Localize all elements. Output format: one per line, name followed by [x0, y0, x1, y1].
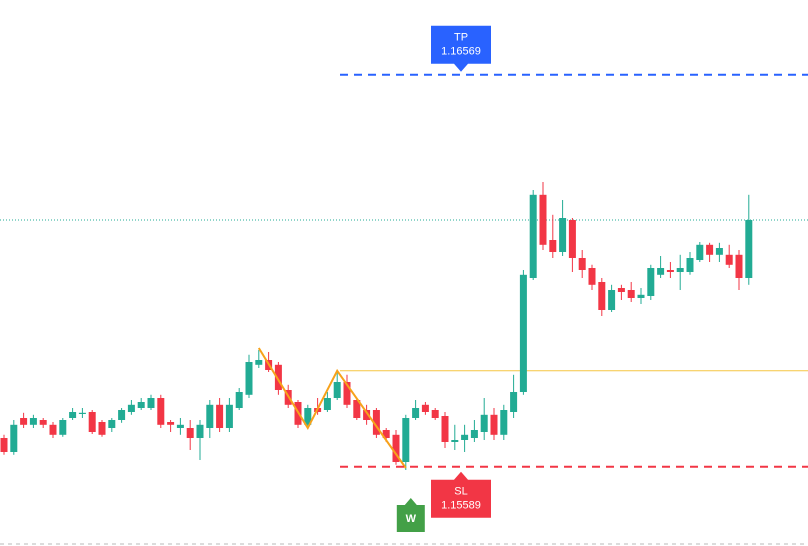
candle-body — [412, 408, 420, 418]
candle-body — [617, 288, 625, 292]
candle-body — [588, 268, 596, 285]
take_profit-value: 1.16569 — [441, 46, 481, 58]
candle-body — [118, 410, 126, 420]
candle-body — [216, 404, 224, 428]
candle-body — [529, 194, 537, 278]
candle-body — [666, 270, 674, 272]
candle-body — [333, 382, 341, 398]
candle-body — [29, 418, 37, 425]
candle-body — [225, 404, 233, 428]
candle-body — [725, 254, 733, 265]
candle-body — [167, 422, 175, 425]
candle-body — [147, 398, 155, 408]
candle-body — [20, 418, 28, 425]
candle-body — [696, 244, 704, 260]
candle-body — [500, 410, 508, 435]
candle-body — [255, 360, 263, 365]
candle-body — [559, 218, 567, 252]
candle-body — [343, 382, 351, 405]
candle-body — [372, 410, 380, 435]
stop_loss-label-box — [431, 471, 491, 518]
candle-body — [627, 290, 635, 298]
candle-body — [274, 364, 282, 390]
candle-body — [137, 402, 145, 408]
candle-body — [598, 282, 606, 310]
take_profit-label: TP — [454, 32, 468, 44]
candle-body — [245, 362, 253, 395]
candle-body — [431, 410, 439, 418]
candle-body — [706, 244, 714, 255]
candle-body — [206, 404, 214, 428]
stop_loss-value: 1.15589 — [441, 500, 481, 512]
candle-body — [157, 398, 165, 425]
candle-body — [98, 422, 106, 435]
candle-body — [637, 294, 645, 298]
candle-body — [451, 440, 459, 442]
candle-body — [39, 420, 47, 425]
candle-body — [88, 412, 96, 432]
candle-body — [490, 414, 498, 435]
candle-body — [69, 412, 77, 418]
candle-body — [676, 268, 684, 272]
candle-body — [304, 408, 312, 425]
stop_loss-label: SL — [454, 486, 467, 498]
candle-body — [176, 424, 184, 428]
candle-body — [108, 420, 116, 428]
candle-body — [510, 392, 518, 412]
candle-body — [59, 420, 67, 435]
candle-body — [647, 268, 655, 296]
candle-body — [353, 400, 361, 418]
take_profit-label-box — [431, 25, 491, 72]
candle-body — [10, 424, 18, 452]
pattern-marker — [396, 498, 425, 532]
candle-body — [568, 220, 576, 258]
pattern-label: W — [406, 513, 417, 525]
candle-body — [0, 438, 8, 452]
candle-body — [421, 404, 429, 412]
candle-body — [196, 424, 204, 438]
candle-body — [480, 414, 488, 432]
candle-body — [519, 274, 527, 392]
candle-body — [686, 258, 694, 272]
candle-body — [49, 424, 57, 435]
candle-body — [470, 430, 478, 438]
candle-body — [608, 290, 616, 310]
candle-body — [715, 248, 723, 255]
candle-body — [549, 240, 557, 252]
candle-body — [745, 220, 753, 278]
candle-body — [461, 434, 469, 440]
candle-body — [402, 418, 410, 462]
candle-body — [735, 254, 743, 278]
pattern-line — [257, 347, 407, 469]
candle-body — [392, 434, 400, 462]
candle-body — [578, 258, 586, 270]
candle-body — [382, 430, 390, 438]
candle-body — [235, 392, 243, 408]
candle-body — [657, 268, 665, 275]
candle-body — [539, 194, 547, 245]
candle-body — [363, 410, 371, 420]
candle-body — [127, 404, 135, 412]
candle-body — [323, 398, 331, 410]
candle-body — [441, 416, 449, 442]
candle-body — [78, 412, 86, 414]
candle-body — [186, 428, 194, 438]
